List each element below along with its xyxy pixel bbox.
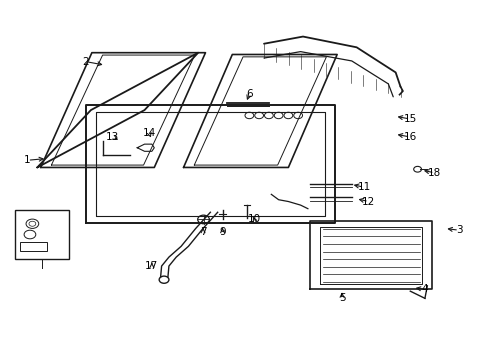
Text: 6: 6: [245, 89, 252, 99]
Text: 17: 17: [145, 261, 158, 271]
Text: 14: 14: [142, 129, 156, 138]
Text: 2: 2: [82, 57, 89, 67]
Text: 13: 13: [106, 132, 119, 142]
Text: 18: 18: [427, 168, 440, 178]
Text: 16: 16: [403, 132, 416, 142]
Text: 4: 4: [421, 284, 427, 294]
Text: 7: 7: [199, 227, 206, 237]
Text: 3: 3: [455, 225, 462, 235]
Text: 5: 5: [338, 293, 345, 303]
Text: 10: 10: [247, 215, 260, 224]
Text: 12: 12: [362, 197, 375, 207]
Text: 15: 15: [403, 114, 416, 124]
Text: 11: 11: [357, 182, 370, 192]
Bar: [15, 211, 69, 259]
Text: 9: 9: [219, 227, 225, 237]
Bar: [20, 242, 47, 251]
Text: 1: 1: [24, 155, 31, 165]
